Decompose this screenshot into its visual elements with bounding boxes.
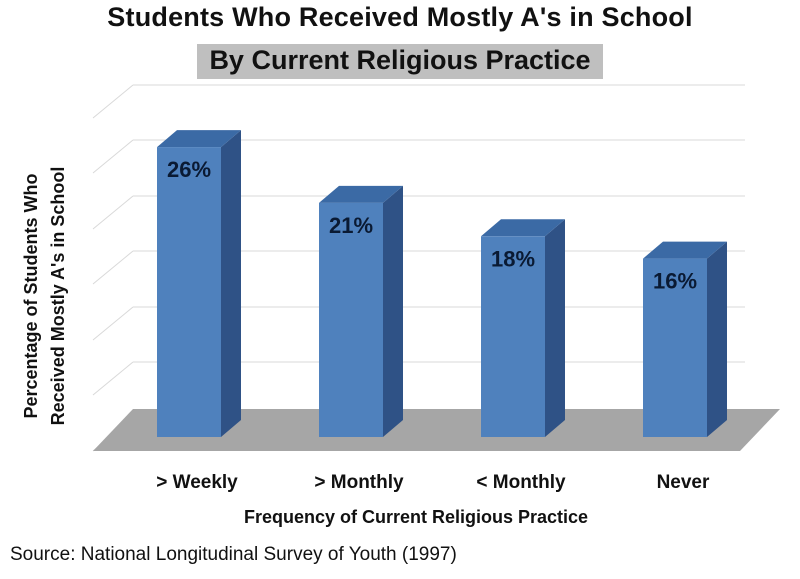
gridline-slant (92, 84, 134, 119)
data-label: 16% (653, 269, 697, 294)
gridline-slant (92, 195, 134, 230)
x-tick-label: > Monthly (314, 472, 404, 493)
x-tick-label: Never (657, 472, 710, 493)
gridline-slant (92, 250, 134, 285)
bar-side (707, 241, 727, 437)
bar (481, 236, 545, 437)
bar-side (545, 219, 565, 437)
x-tick-label: > Weekly (156, 472, 238, 493)
bar-side (221, 130, 241, 437)
bar (643, 258, 707, 437)
source-note: Source: National Longitudinal Survey of … (10, 544, 457, 565)
x-axis-label: Frequency of Current Religious Practice (244, 507, 588, 527)
bar-top (481, 219, 565, 237)
bar-side (383, 185, 403, 437)
bar-top (643, 241, 727, 259)
data-label: 26% (167, 157, 211, 182)
data-label: 21% (329, 213, 373, 238)
chart-floor (93, 409, 780, 451)
bar-top (319, 185, 403, 203)
chart-subtitle: By Current Religious Practice (197, 44, 603, 79)
data-label: 18% (491, 246, 535, 271)
chart-title: Students Who Received Mostly A's in Scho… (107, 2, 693, 32)
gridline-slant (92, 361, 134, 396)
y-axis-label: Percentage of Students Who (21, 173, 41, 418)
x-tick-label: < Monthly (476, 472, 566, 493)
bar-top (157, 130, 241, 148)
gridline-slant (92, 306, 134, 341)
gridline-slant (92, 139, 134, 174)
y-axis-label: Received Mostly A's in School (48, 167, 68, 426)
bar (319, 202, 383, 437)
bar (157, 147, 221, 437)
